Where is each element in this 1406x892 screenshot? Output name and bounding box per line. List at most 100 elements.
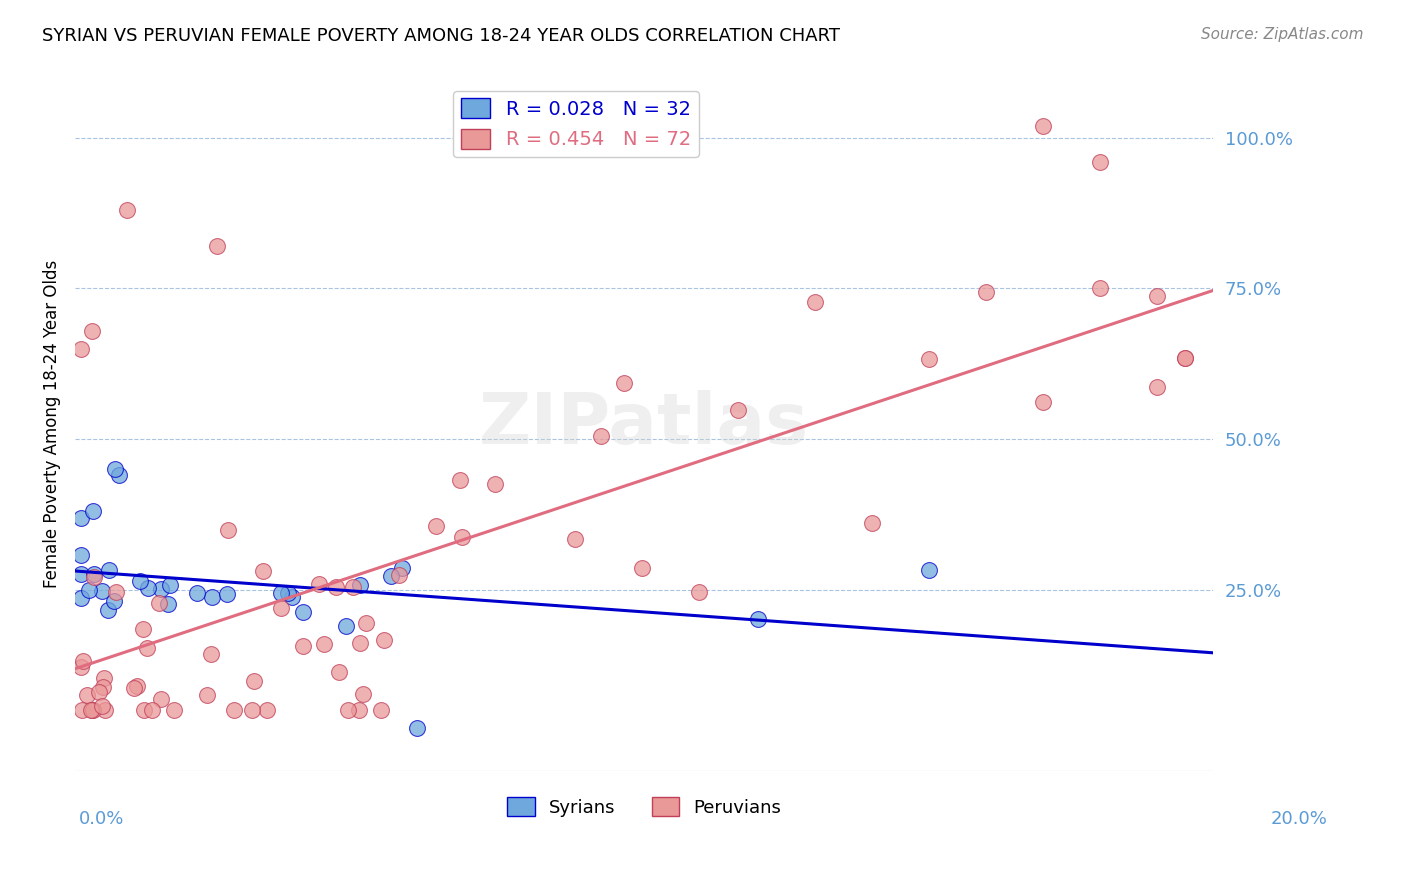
Point bbox=[195, 688, 218, 702]
Point bbox=[82, 703, 104, 717]
Point bbox=[974, 285, 997, 300]
Point bbox=[103, 594, 125, 608]
Point bbox=[373, 633, 395, 648]
Point bbox=[69, 548, 91, 562]
Point bbox=[77, 582, 100, 597]
Point bbox=[117, 202, 139, 217]
Point bbox=[159, 578, 181, 592]
Point bbox=[349, 578, 371, 592]
Point bbox=[125, 679, 148, 693]
Point bbox=[252, 564, 274, 578]
Point bbox=[200, 647, 222, 661]
Point bbox=[613, 376, 636, 390]
Point bbox=[76, 688, 98, 702]
Point bbox=[860, 516, 883, 531]
Point bbox=[83, 570, 105, 584]
Point bbox=[97, 603, 120, 617]
Point bbox=[352, 686, 374, 700]
Point bbox=[93, 671, 115, 685]
Point bbox=[328, 665, 350, 679]
Point bbox=[69, 510, 91, 524]
Point bbox=[270, 601, 292, 615]
Point bbox=[217, 523, 239, 537]
Text: ZIPatlas: ZIPatlas bbox=[479, 390, 810, 458]
Point bbox=[450, 530, 472, 544]
Point bbox=[163, 703, 186, 717]
Point bbox=[91, 698, 114, 713]
Point bbox=[405, 722, 427, 736]
Point bbox=[104, 462, 127, 476]
Point bbox=[291, 605, 314, 619]
Point bbox=[1032, 395, 1054, 409]
Point bbox=[308, 577, 330, 591]
Point bbox=[242, 674, 264, 689]
Point bbox=[256, 703, 278, 717]
Point bbox=[1174, 351, 1197, 365]
Point bbox=[277, 585, 299, 599]
Point bbox=[1146, 288, 1168, 302]
Point bbox=[70, 703, 93, 717]
Point bbox=[1088, 154, 1111, 169]
Point bbox=[69, 566, 91, 581]
Point bbox=[347, 703, 370, 717]
Point bbox=[80, 703, 103, 717]
Point bbox=[747, 612, 769, 626]
Point bbox=[136, 581, 159, 595]
Point bbox=[1174, 351, 1197, 365]
Point bbox=[156, 598, 179, 612]
Point bbox=[630, 560, 652, 574]
Point bbox=[388, 568, 411, 582]
Point bbox=[201, 590, 224, 604]
Point bbox=[918, 352, 941, 367]
Y-axis label: Female Poverty Among 18-24 Year Olds: Female Poverty Among 18-24 Year Olds bbox=[44, 260, 60, 588]
Point bbox=[122, 681, 145, 695]
Point bbox=[89, 685, 111, 699]
Point bbox=[80, 703, 103, 717]
Point bbox=[312, 637, 335, 651]
Point bbox=[222, 703, 245, 717]
Point bbox=[391, 561, 413, 575]
Point bbox=[291, 639, 314, 653]
Point bbox=[148, 596, 170, 610]
Point bbox=[108, 468, 131, 483]
Point bbox=[591, 429, 613, 443]
Point bbox=[349, 635, 371, 649]
Point bbox=[69, 591, 91, 606]
Point bbox=[337, 703, 360, 717]
Point bbox=[70, 660, 93, 674]
Point bbox=[98, 563, 121, 577]
Point bbox=[205, 239, 228, 253]
Point bbox=[94, 703, 117, 717]
Point bbox=[484, 476, 506, 491]
Point bbox=[186, 586, 208, 600]
Point bbox=[449, 473, 471, 487]
Point bbox=[80, 324, 103, 338]
Point bbox=[83, 567, 105, 582]
Legend: Syrians, Peruvians: Syrians, Peruvians bbox=[501, 790, 789, 824]
Point bbox=[132, 703, 155, 717]
Point bbox=[918, 563, 941, 577]
Point bbox=[141, 703, 163, 717]
Text: 0.0%: 0.0% bbox=[79, 810, 124, 828]
Point bbox=[1032, 119, 1054, 133]
Point bbox=[1146, 380, 1168, 394]
Text: Source: ZipAtlas.com: Source: ZipAtlas.com bbox=[1201, 27, 1364, 42]
Point bbox=[240, 703, 263, 717]
Point bbox=[370, 703, 392, 717]
Point bbox=[72, 654, 94, 668]
Point bbox=[69, 342, 91, 356]
Point bbox=[380, 569, 402, 583]
Point bbox=[425, 519, 447, 533]
Text: 20.0%: 20.0% bbox=[1271, 810, 1327, 828]
Point bbox=[342, 580, 364, 594]
Point bbox=[149, 692, 172, 706]
Point bbox=[335, 619, 357, 633]
Point bbox=[270, 586, 292, 600]
Point bbox=[91, 583, 114, 598]
Point bbox=[217, 587, 239, 601]
Point bbox=[150, 582, 173, 597]
Point bbox=[281, 590, 304, 604]
Point bbox=[82, 504, 104, 518]
Point bbox=[564, 532, 586, 546]
Point bbox=[325, 580, 347, 594]
